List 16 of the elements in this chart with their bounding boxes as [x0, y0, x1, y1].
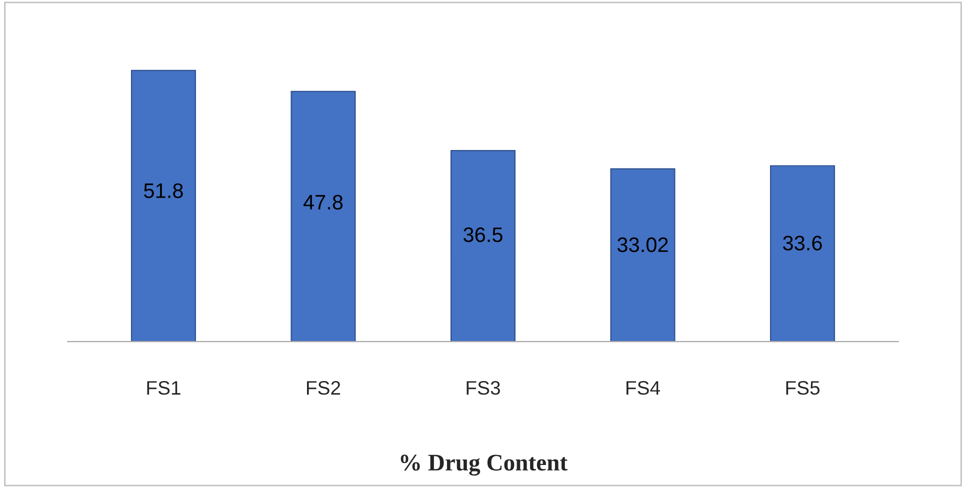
bar [130, 70, 196, 342]
x-tick-label: FS5 [786, 381, 820, 395]
bar [770, 165, 836, 342]
data-label: 33.6 [783, 236, 822, 250]
data-label: 33.02 [617, 237, 668, 252]
x-tick-label: FS4 [626, 381, 660, 395]
bar [610, 168, 676, 342]
bar [290, 90, 356, 342]
x-tick-label: FS2 [307, 381, 340, 395]
x-axis-title: % Drug Content [400, 454, 568, 476]
x-tick-label: FS3 [466, 381, 500, 395]
bar [450, 150, 516, 342]
data-label: 36.5 [464, 227, 502, 242]
data-label: 47.8 [303, 194, 343, 210]
data-label: 51.8 [144, 183, 183, 198]
x-tick-label: FS1 [147, 381, 180, 395]
